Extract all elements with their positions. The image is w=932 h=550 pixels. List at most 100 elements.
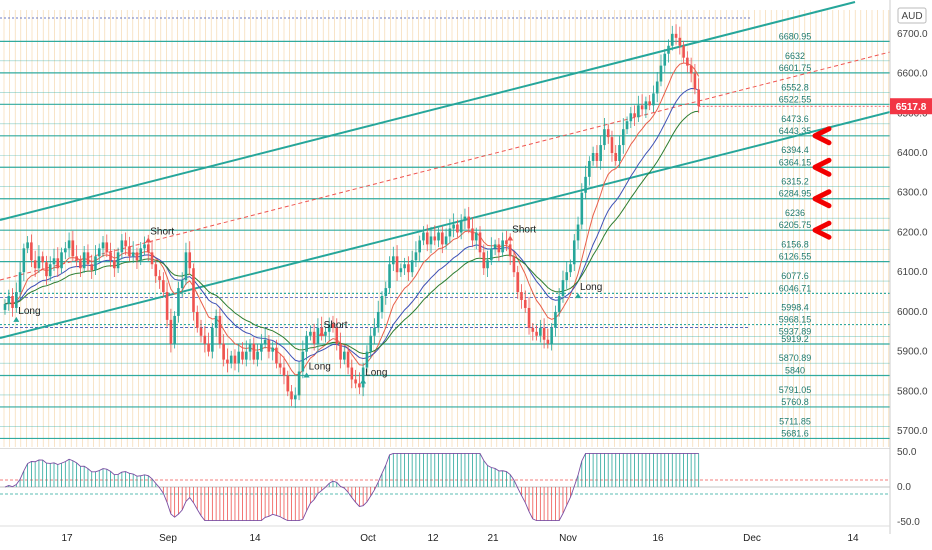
level-label: 6046.71 bbox=[779, 283, 812, 293]
signal-arrow-icon bbox=[575, 293, 582, 299]
candle-body bbox=[437, 232, 440, 241]
candle-body bbox=[490, 248, 493, 261]
level-label: 6473.6 bbox=[781, 114, 809, 124]
level-label: 6443.35 bbox=[779, 126, 812, 136]
candle-body bbox=[33, 260, 37, 269]
candle-body bbox=[565, 272, 569, 281]
last-price-label: 6517.8 bbox=[896, 102, 927, 113]
candle-body bbox=[369, 335, 372, 352]
candle-body bbox=[557, 296, 561, 312]
candle-body bbox=[71, 240, 75, 257]
candle-body bbox=[655, 81, 659, 94]
candle-body bbox=[120, 240, 124, 253]
signal-arrow-icon bbox=[303, 372, 310, 378]
candle-body bbox=[30, 242, 33, 261]
osc-tick-label: 0.0 bbox=[897, 482, 911, 493]
candle-body bbox=[501, 240, 504, 253]
candle-body bbox=[60, 252, 63, 269]
candle-body bbox=[177, 288, 180, 316]
candle-body bbox=[542, 327, 546, 340]
candle-body bbox=[486, 260, 489, 269]
time-tick-label: 21 bbox=[487, 533, 499, 544]
candle-body bbox=[388, 264, 391, 289]
time-tick-label: Dec bbox=[743, 533, 761, 544]
candle-body bbox=[113, 260, 116, 269]
channel-upper-line bbox=[0, 1, 856, 221]
candle-body bbox=[331, 323, 335, 328]
candle-body bbox=[392, 256, 395, 265]
candle-body bbox=[373, 327, 376, 336]
candle-body bbox=[410, 260, 414, 273]
price-tick-label: 5700.0 bbox=[897, 426, 928, 437]
candle-body bbox=[459, 220, 463, 233]
channel-lower-line bbox=[0, 111, 891, 339]
candle-body bbox=[143, 244, 146, 249]
candle-body bbox=[595, 153, 599, 161]
level-label: 6394.4 bbox=[781, 145, 809, 155]
red-arrow-icon bbox=[812, 157, 832, 177]
candle-body bbox=[207, 343, 210, 352]
candle-body bbox=[407, 264, 410, 273]
candle-body bbox=[425, 232, 429, 245]
candle-body bbox=[686, 57, 689, 66]
level-label: 6680.95 bbox=[779, 31, 812, 41]
candle-body bbox=[45, 262, 48, 277]
candle-body bbox=[343, 351, 346, 360]
candle-body bbox=[456, 224, 459, 233]
signal-label-long: Long bbox=[309, 362, 331, 373]
level-label: 5791.05 bbox=[779, 385, 812, 395]
candle-body bbox=[621, 129, 625, 146]
candle-body bbox=[418, 240, 421, 253]
candle-body bbox=[180, 280, 184, 289]
price-tick-label: 6400.0 bbox=[897, 148, 928, 159]
candle-body bbox=[241, 351, 244, 360]
candle-body bbox=[75, 256, 78, 261]
candle-body bbox=[222, 343, 225, 360]
candle-body bbox=[192, 268, 195, 312]
level-label: 6126.55 bbox=[779, 252, 812, 262]
candle-body bbox=[116, 252, 120, 269]
candle-body bbox=[358, 383, 361, 388]
osc-tick-label: 50.0 bbox=[897, 447, 917, 458]
candle-body bbox=[633, 113, 636, 118]
red-arrow-icon bbox=[812, 126, 832, 146]
candle-body bbox=[7, 296, 11, 304]
time-tick-label: Nov bbox=[559, 533, 577, 544]
candle-body bbox=[275, 347, 278, 364]
candle-body bbox=[233, 355, 237, 364]
candle-body bbox=[79, 260, 82, 269]
candle-body bbox=[674, 33, 678, 38]
candle-body bbox=[101, 242, 105, 249]
channel-mid-line bbox=[0, 51, 891, 281]
candle-body bbox=[309, 331, 312, 336]
candle-body bbox=[41, 256, 44, 263]
candle-body bbox=[184, 252, 188, 281]
moving-averages bbox=[4, 62, 700, 376]
candle-body bbox=[218, 315, 222, 344]
candle-body bbox=[520, 292, 523, 301]
candle-body bbox=[199, 327, 203, 336]
candle-body bbox=[516, 272, 520, 293]
candle-body bbox=[448, 228, 452, 237]
level-label: 5919.2 bbox=[781, 334, 809, 344]
candle-body bbox=[670, 33, 674, 46]
candle-body bbox=[433, 236, 437, 241]
signal-label-long: Long bbox=[365, 367, 387, 378]
level-label: 6156.8 bbox=[781, 240, 809, 250]
candle-body bbox=[678, 37, 682, 46]
candle-body bbox=[82, 252, 86, 269]
level-label: 5760.8 bbox=[781, 397, 809, 407]
candle-body bbox=[244, 351, 248, 360]
candle-body bbox=[482, 252, 486, 269]
level-label: 5870.89 bbox=[779, 353, 812, 363]
candle-body bbox=[512, 256, 516, 273]
signal-label-short: Short bbox=[512, 224, 536, 235]
candle-body bbox=[652, 93, 655, 106]
candle-body bbox=[561, 280, 565, 297]
candle-body bbox=[150, 252, 154, 265]
candle-body bbox=[346, 351, 350, 368]
candle-body bbox=[606, 129, 610, 138]
candle-body bbox=[67, 240, 71, 249]
candle-body bbox=[305, 335, 308, 352]
